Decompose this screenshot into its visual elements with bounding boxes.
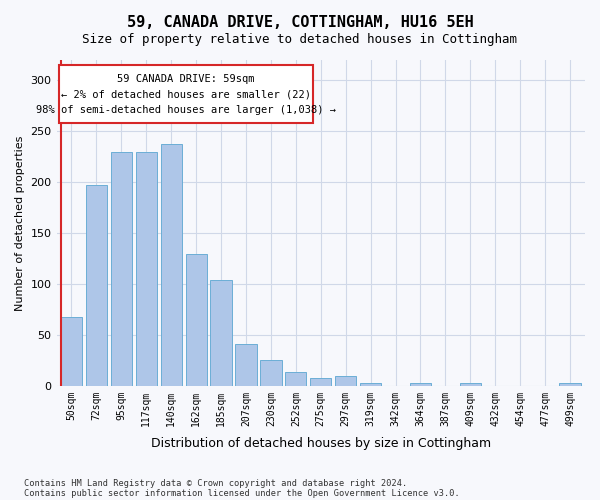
Bar [360,382,381,386]
Bar [410,382,431,386]
Y-axis label: Number of detached properties: Number of detached properties [15,135,25,310]
Bar [136,152,157,386]
Bar [161,144,182,386]
Bar [460,382,481,386]
Text: 59, CANADA DRIVE, COTTINGHAM, HU16 5EH: 59, CANADA DRIVE, COTTINGHAM, HU16 5EH [127,15,473,30]
Text: Contains public sector information licensed under the Open Government Licence v3: Contains public sector information licen… [24,488,460,498]
Bar [111,152,132,386]
Bar [235,344,257,386]
Bar [211,280,232,386]
FancyBboxPatch shape [59,65,313,123]
Text: Contains HM Land Registry data © Crown copyright and database right 2024.: Contains HM Land Registry data © Crown c… [24,478,407,488]
Bar [335,376,356,386]
Bar [260,360,281,386]
X-axis label: Distribution of detached houses by size in Cottingham: Distribution of detached houses by size … [151,437,491,450]
Bar [559,382,581,386]
Text: Size of property relative to detached houses in Cottingham: Size of property relative to detached ho… [83,32,517,46]
Bar [310,378,331,386]
Text: 59 CANADA DRIVE: 59sqm
← 2% of detached houses are smaller (22)
98% of semi-deta: 59 CANADA DRIVE: 59sqm ← 2% of detached … [36,74,336,114]
Bar [61,316,82,386]
Bar [285,372,307,386]
Bar [185,254,207,386]
Bar [86,185,107,386]
